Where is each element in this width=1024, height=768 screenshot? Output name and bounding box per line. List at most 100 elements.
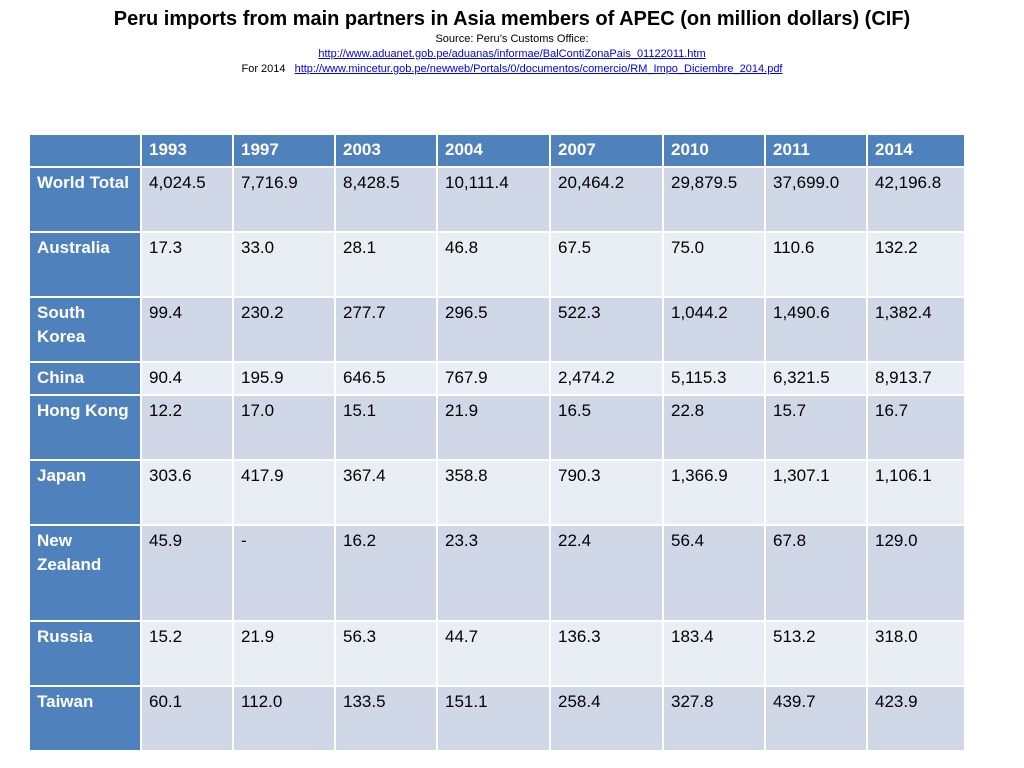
row-header: World Total [28,166,142,233]
table-cell: 417.9 [232,459,336,526]
table-cell: 67.8 [764,524,868,622]
table-row: Russia 15.2 21.9 56.3 44.7 136.3 183.4 5… [28,620,966,687]
column-header: 2004 [436,133,551,168]
table-cell: 15.7 [764,394,868,461]
table-cell: 277.7 [334,296,438,363]
table-cell: 136.3 [549,620,664,687]
row-header: Australia [28,231,142,298]
table-cell: 6,321.5 [764,361,868,396]
table-cell: 318.0 [866,620,966,687]
table-cell: 423.9 [866,685,966,752]
source-link[interactable]: http://www.aduanet.gob.pe/aduanas/inform… [318,48,706,60]
table-cell: 230.2 [232,296,336,363]
table-row: South Korea 99.4 230.2 277.7 296.5 522.3… [28,296,966,363]
table-cell: 296.5 [436,296,551,363]
table-cell: 56.4 [662,524,766,622]
source-label: Source: Peru’s Customs Office: [435,33,589,45]
table-cell: 33.0 [232,231,336,298]
table-cell: 8,913.7 [866,361,966,396]
column-header: 2007 [549,133,664,168]
table-row: Australia 17.3 33.0 28.1 46.8 67.5 75.0 … [28,231,966,298]
table-cell: 5,115.3 [662,361,766,396]
page-title: Peru imports from main partners in Asia … [113,8,911,30]
table-cell: 767.9 [436,361,551,396]
table-cell: 17.0 [232,394,336,461]
table-cell: 513.2 [764,620,868,687]
table-cell: 21.9 [232,620,336,687]
table-cell: 37,699.0 [764,166,868,233]
table-cell: 129.0 [866,524,966,622]
table-row: Japan 303.6 417.9 367.4 358.8 790.3 1,36… [28,459,966,526]
row-header: Taiwan [28,685,142,752]
table-cell: 21.9 [436,394,551,461]
slide-header: Peru imports from main partners in Asia … [0,0,1024,77]
table-cell: 60.1 [140,685,234,752]
table-cell: 23.3 [436,524,551,622]
table-cell: 29,879.5 [662,166,766,233]
table-cell: 90.4 [140,361,234,396]
row-header: Russia [28,620,142,687]
table-row: Taiwan 60.1 112.0 133.5 151.1 258.4 327.… [28,685,966,752]
table-row: Hong Kong 12.2 17.0 15.1 21.9 16.5 22.8 … [28,394,966,461]
row-header: Hong Kong [28,394,142,461]
table-cell: 195.9 [232,361,336,396]
table-header-row: 1993 1997 2003 2004 2007 2010 2011 2014 [28,133,966,168]
table-cell: 20,464.2 [549,166,664,233]
table-cell: 16.7 [866,394,966,461]
column-header: 2003 [334,133,438,168]
table-cell: 45.9 [140,524,234,622]
table-cell: 15.2 [140,620,234,687]
table-cell: 303.6 [140,459,234,526]
table-cell: - [232,524,336,622]
table-cell: 42,196.8 [866,166,966,233]
table-cell: 12.2 [140,394,234,461]
table-cell: 4,024.5 [140,166,234,233]
table-cell: 56.3 [334,620,438,687]
column-header: 1993 [140,133,234,168]
table-cell: 1,044.2 [662,296,766,363]
table-cell: 99.4 [140,296,234,363]
table-row: China 90.4 195.9 646.5 767.9 2,474.2 5,1… [28,361,966,396]
table-cell: 22.8 [662,394,766,461]
table-cell: 112.0 [232,685,336,752]
table-cell: 1,106.1 [866,459,966,526]
table-cell: 358.8 [436,459,551,526]
row-header: South Korea [28,296,142,363]
table-cell: 16.5 [549,394,664,461]
row-header: New Zealand [28,524,142,622]
table-cell: 46.8 [436,231,551,298]
table-cell: 646.5 [334,361,438,396]
table-cell: 1,307.1 [764,459,868,526]
table-cell: 1,382.4 [866,296,966,363]
table-cell: 15.1 [334,394,438,461]
table-row: World Total 4,024.5 7,716.9 8,428.5 10,1… [28,166,966,233]
table-cell: 8,428.5 [334,166,438,233]
column-header: 2014 [866,133,966,168]
table-cell: 22.4 [549,524,664,622]
for-2014-link[interactable]: http://www.mincetur.gob.pe/newweb/Portal… [294,63,783,75]
table-cell: 522.3 [549,296,664,363]
table-cell: 17.3 [140,231,234,298]
for-2014-label: For 2014 [241,63,286,75]
row-header: Japan [28,459,142,526]
table-cell: 258.4 [549,685,664,752]
table-cell: 10,111.4 [436,166,551,233]
table-cell: 183.4 [662,620,766,687]
table-cell: 44.7 [436,620,551,687]
table-cell: 2,474.2 [549,361,664,396]
table-cell: 1,490.6 [764,296,868,363]
table-row: New Zealand 45.9 - 16.2 23.3 22.4 56.4 6… [28,524,966,622]
table-cell: 133.5 [334,685,438,752]
column-header-corner [28,133,142,168]
table-cell: 132.2 [866,231,966,298]
table-cell: 327.8 [662,685,766,752]
table-cell: 790.3 [549,459,664,526]
table-cell: 16.2 [334,524,438,622]
table-cell: 110.6 [764,231,868,298]
table-cell: 67.5 [549,231,664,298]
column-header: 2010 [662,133,766,168]
table-cell: 367.4 [334,459,438,526]
column-header: 2011 [764,133,868,168]
column-header: 1997 [232,133,336,168]
table-cell: 1,366.9 [662,459,766,526]
